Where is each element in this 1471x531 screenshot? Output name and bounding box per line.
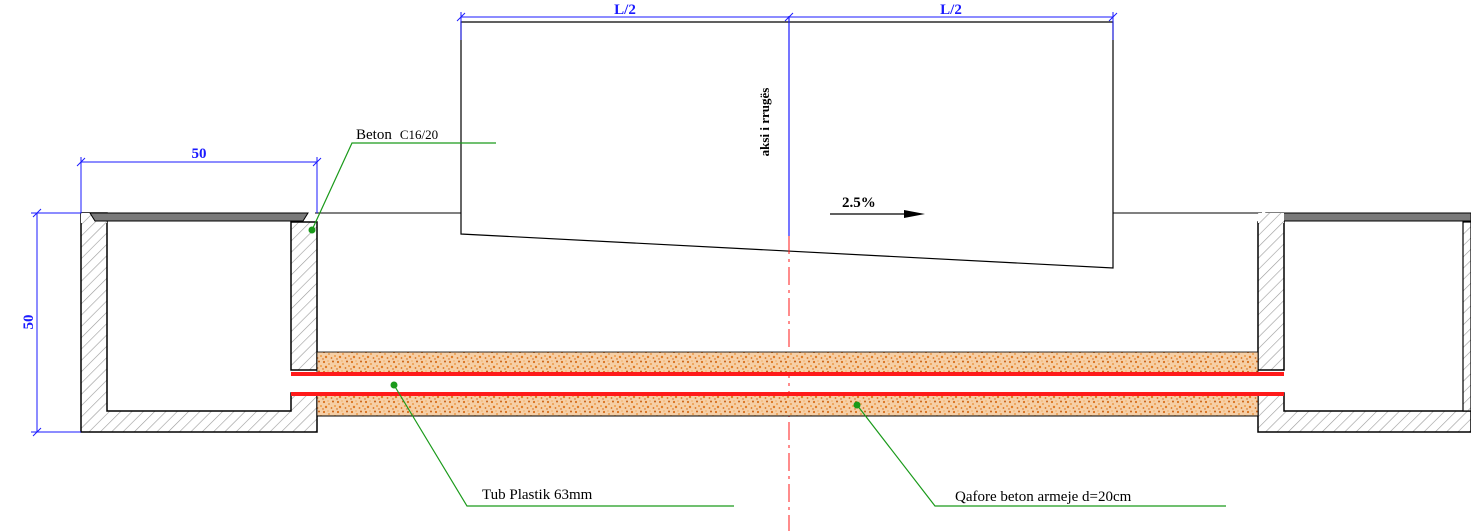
channel-width-dimension	[76, 157, 322, 213]
dimension-half-right: L/2	[940, 2, 962, 18]
leader-pipe-dot	[390, 381, 398, 389]
beton-prefix: Beton	[356, 127, 392, 143]
channel-height-dimension	[31, 208, 81, 437]
leader-beton-dot	[308, 226, 316, 234]
right-channel	[1257, 212, 1471, 433]
collar-label: Qafore beton armeje d=20cm	[955, 489, 1132, 505]
leader-collar	[856, 404, 1226, 507]
leader-pipe	[393, 384, 734, 507]
road-axis-label: aksi i rrugës	[757, 88, 772, 157]
leader-beton	[311, 142, 496, 231]
concrete-collar	[316, 351, 1259, 417]
plastic-pipe	[291, 372, 1284, 396]
dimension-half-left: L/2	[614, 2, 636, 18]
road-slab	[315, 21, 1262, 269]
top-dimension-line	[456, 12, 1118, 40]
dimension-channel-height: 50	[21, 315, 37, 330]
beton-label: Beton C16/20	[356, 127, 438, 143]
pipe-label: Tub Plastik 63mm	[482, 487, 593, 503]
slope-label: 2.5%	[842, 195, 876, 211]
slope-arrow	[830, 210, 925, 218]
leader-collar-dot	[853, 401, 861, 409]
beton-grade: C16/20	[400, 127, 438, 142]
dimension-channel-width: 50	[192, 146, 207, 162]
left-channel	[80, 212, 318, 433]
